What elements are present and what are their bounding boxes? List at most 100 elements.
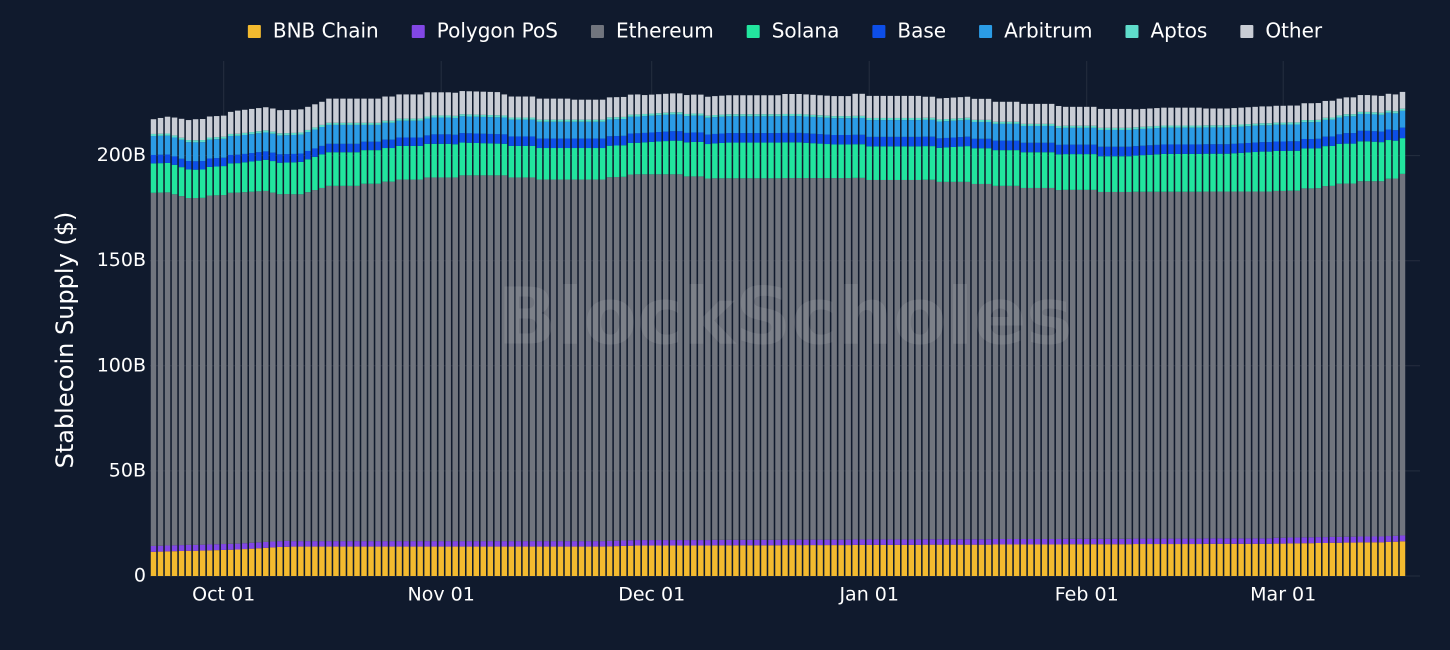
bar-segment [199, 169, 206, 198]
bar-segment [655, 113, 662, 116]
bar-segment [178, 118, 185, 138]
bar-segment [417, 118, 423, 121]
bar-segment [438, 541, 444, 547]
bar-segment [1238, 538, 1244, 544]
legend: BNB Chain Polygon PoS Ethereum Solana Base Ar… [247, 19, 1323, 43]
bar-segment [992, 150, 999, 186]
bar-segment [1175, 107, 1181, 126]
bar-segment [740, 95, 746, 115]
bar-segment [726, 142, 732, 179]
bar-segment [375, 541, 381, 547]
bar-segment [1259, 106, 1265, 124]
bar-segment [1196, 538, 1202, 545]
bar-segment [1041, 187, 1048, 540]
bar-segment [312, 129, 318, 149]
bar-segment [620, 116, 627, 120]
bar-segment [1112, 127, 1118, 130]
bar-segment [1105, 146, 1111, 157]
bar-segment [606, 145, 613, 178]
bar-segment [1231, 538, 1237, 544]
bar-segment [789, 94, 795, 114]
bar-segment [487, 91, 494, 116]
bar-segment [887, 95, 894, 118]
bar-segment [992, 544, 999, 576]
bar-segment [529, 136, 536, 146]
bar-segment [733, 116, 739, 134]
bar-segment [326, 98, 332, 123]
bar-segment [1098, 156, 1104, 192]
bar-segment [417, 94, 423, 119]
bar-segment [606, 117, 613, 120]
bar-segment [375, 122, 381, 125]
bar-segment [873, 95, 879, 118]
bar-segment [256, 152, 262, 161]
bar-segment [1076, 125, 1083, 128]
bar-segment [740, 142, 746, 179]
bar-segment [1280, 141, 1286, 151]
bar-segment [1224, 191, 1230, 539]
bar-segment [417, 145, 423, 180]
bar-segment [1308, 122, 1315, 139]
bar-segment [803, 133, 809, 143]
bar-segment [1126, 538, 1132, 545]
bar-segment [964, 119, 971, 137]
bar-segment [1034, 539, 1041, 545]
bar-segment [263, 107, 269, 131]
bar-segment [1224, 543, 1230, 576]
bar-segment [199, 140, 206, 143]
bar-segment [1161, 127, 1167, 145]
bar-segment [915, 117, 922, 121]
bar-segment [522, 136, 529, 146]
bar-segment [1357, 130, 1364, 142]
bar-segment [536, 541, 543, 547]
bar-segment [978, 138, 985, 149]
bar-segment [866, 179, 872, 540]
bar-segment [1273, 537, 1279, 544]
bar-segment [171, 551, 178, 576]
bar-segment [1069, 544, 1076, 576]
bar-segment [466, 114, 472, 117]
bar-segment [1266, 106, 1272, 124]
bar-segment [915, 544, 922, 576]
bar-segment [641, 132, 648, 143]
bar-segment [613, 546, 620, 576]
bar-segment [564, 98, 571, 120]
bar-segment [256, 160, 262, 192]
bar-segment [1006, 150, 1013, 186]
legend-item: Base [872, 19, 946, 43]
bar-segment [354, 98, 360, 123]
bar-segment [1308, 103, 1315, 121]
bar-segment [592, 121, 599, 139]
bar-segment [178, 545, 185, 551]
bar-segment [494, 134, 501, 144]
bar-segment [550, 138, 557, 149]
bar-segment [1140, 128, 1146, 146]
bar-segment [270, 192, 276, 542]
bar-segment [810, 539, 816, 546]
bar-segment [1399, 127, 1406, 139]
bar-segment [1048, 142, 1055, 153]
bar-segment [501, 115, 508, 118]
bar-segment [1069, 154, 1076, 190]
bar-segment [796, 539, 802, 546]
bar-segment [1364, 130, 1371, 142]
bar-segment [698, 113, 704, 116]
bar-segment [213, 116, 220, 138]
bar-segment [445, 134, 451, 144]
bar-segment [887, 544, 894, 576]
bar-segment [606, 177, 613, 541]
bar-segment [557, 546, 564, 576]
bar-segment [1357, 113, 1364, 131]
bar-segment [712, 115, 718, 118]
bar-segment [957, 181, 964, 540]
bar-segment [410, 94, 416, 119]
bar-segment [1062, 125, 1069, 128]
bar-segment [712, 539, 718, 546]
bar-segment [417, 120, 423, 138]
bar-segment [634, 540, 641, 546]
bar-segment [1231, 124, 1237, 128]
bar-segment [368, 546, 374, 576]
bar-segment [564, 138, 571, 149]
bar-segment [578, 546, 585, 576]
bar-segment [887, 179, 894, 540]
